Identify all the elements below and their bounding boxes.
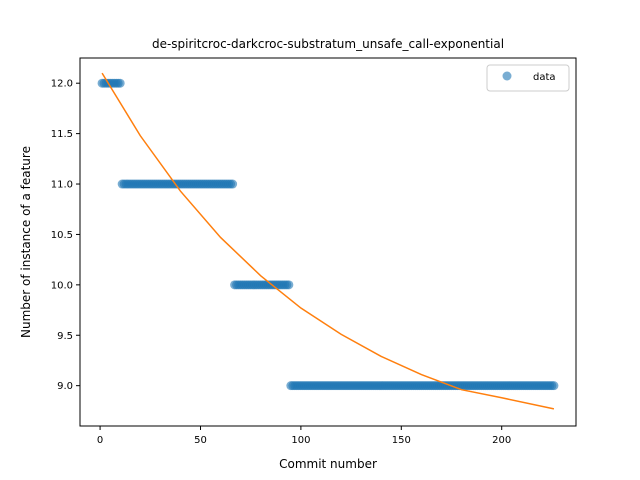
x-tick-label: 100: [291, 435, 310, 446]
data-point: [284, 280, 294, 290]
data-point: [115, 78, 125, 88]
y-tick-label: 11.5: [51, 129, 73, 140]
legend-label-data: data: [533, 72, 556, 83]
data-point: [228, 179, 238, 189]
x-tick-label: 150: [392, 435, 411, 446]
plot-frame: [79, 57, 577, 427]
legend-box: [486, 64, 570, 92]
x-tick-label: 50: [194, 435, 207, 446]
legend: data: [486, 64, 570, 92]
x-tick-label: 200: [492, 435, 511, 446]
y-axis-label: Number of instance of a feature: [19, 146, 33, 338]
y-axis: 9.0 9.5 10.0 10.5 11.0 11.5 12.0: [51, 79, 80, 392]
x-axis: 0 50 100 150 200: [97, 426, 511, 446]
x-axis-label: Commit number: [279, 457, 377, 471]
y-tick-label: 10.5: [51, 230, 73, 241]
chart-title: de-spiritcroc-darkcroc-substratum_unsafe…: [152, 37, 504, 51]
data-point: [549, 381, 559, 391]
y-tick-label: 9.0: [57, 381, 73, 392]
x-tick-label: 0: [97, 435, 103, 446]
y-tick-label: 11.0: [51, 180, 73, 191]
y-tick-label: 12.0: [51, 79, 73, 90]
legend-marker-data: [502, 71, 512, 81]
plot-area: [97, 72, 559, 410]
y-tick-label: 9.5: [57, 331, 73, 342]
y-tick-label: 10.0: [51, 280, 73, 291]
fit-line: [101, 72, 555, 410]
